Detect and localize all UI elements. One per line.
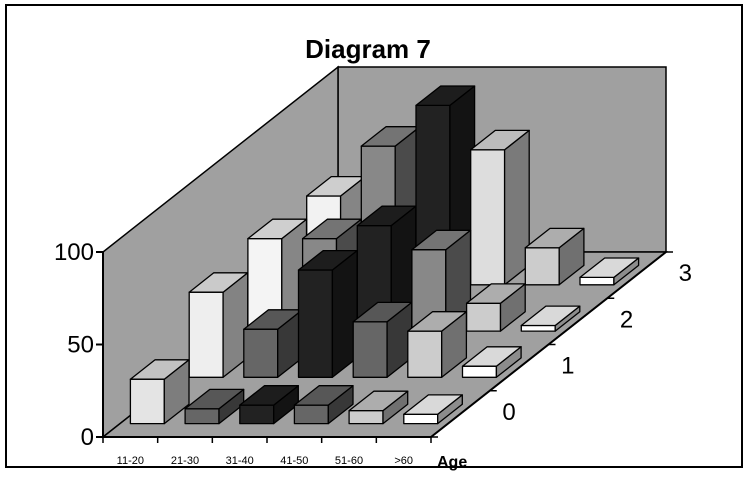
depth-tick-label: 0 (502, 399, 515, 426)
bar (352, 301, 413, 378)
bar-front-face (348, 409, 384, 425)
bar-top-face (297, 249, 358, 271)
bar-front-face (461, 365, 498, 378)
depth-tick-label: 2 (620, 306, 633, 333)
bar (407, 311, 468, 378)
bar (403, 394, 463, 425)
bar-front-face (188, 291, 224, 378)
x-axis-label: Age (437, 454, 467, 471)
bar-top-face (184, 388, 245, 410)
x-tick-label: 51-60 (335, 455, 363, 467)
x-tick-label: 41-50 (280, 455, 308, 467)
bar-front-face (579, 276, 615, 286)
bar-top-face (470, 129, 530, 151)
bars (129, 85, 640, 425)
bar (129, 359, 190, 425)
bar-top-face (239, 385, 299, 406)
bar-top-face (348, 390, 409, 412)
bar-top-face (524, 227, 585, 249)
bar (243, 309, 304, 378)
bar (297, 249, 358, 378)
bar-top-face (407, 311, 468, 332)
bar-top-face (293, 385, 354, 406)
bar-top-face (579, 257, 640, 279)
y-tick-label: 100 (54, 239, 94, 266)
bar-front-face (403, 413, 439, 425)
x-tick-label: >60 (394, 455, 413, 467)
x-tick-label: 31-40 (226, 455, 254, 467)
depth-tick-label: 3 (679, 260, 692, 287)
bar-front-face (470, 149, 506, 286)
bar-front-face (293, 404, 329, 425)
bar-top-face (403, 394, 463, 415)
bar-front-face (239, 404, 275, 425)
bar (461, 346, 522, 378)
y-tick-label: 50 (67, 332, 94, 359)
bar-front-face (243, 328, 279, 378)
bar-front-face (524, 247, 560, 286)
bar (184, 388, 245, 425)
x-tick-label: 11-20 (117, 455, 144, 467)
bar-top-face (188, 272, 249, 293)
bar-top-face (352, 301, 413, 323)
bar (348, 390, 409, 425)
bar-front-face (407, 330, 443, 378)
bar (520, 305, 581, 332)
bar-top-face (520, 305, 581, 327)
bar-top-face (247, 218, 308, 240)
bar-front-face (520, 324, 556, 332)
bar (188, 272, 249, 378)
bar-top-face (301, 218, 362, 240)
bar-front-face (465, 302, 502, 332)
bar-front-face (297, 269, 334, 378)
bar (470, 129, 530, 286)
bar-front-face (129, 378, 165, 425)
x-tick-label: 21-30 (171, 455, 199, 467)
bar (293, 385, 354, 425)
bar-top-face (411, 229, 472, 251)
bar-top-face (129, 359, 190, 380)
bar-top-face (465, 283, 526, 304)
axes: 0 50 100 11-20 21-30 31-40 41-50 51-60 >60 0 1 2 3 (54, 239, 692, 467)
bar-front-face (184, 408, 220, 425)
depth-tick-label: 1 (561, 353, 574, 380)
bar-top-face (461, 346, 522, 367)
bar (524, 227, 585, 286)
y-tick-label: 0 (81, 424, 94, 451)
bar (239, 385, 299, 425)
chart-title: Diagram 7 (305, 34, 431, 64)
bar-top-face (415, 85, 476, 107)
bar (579, 257, 640, 286)
bar (465, 283, 526, 332)
bar-top-face (356, 205, 417, 227)
bar-front-face (352, 321, 388, 378)
